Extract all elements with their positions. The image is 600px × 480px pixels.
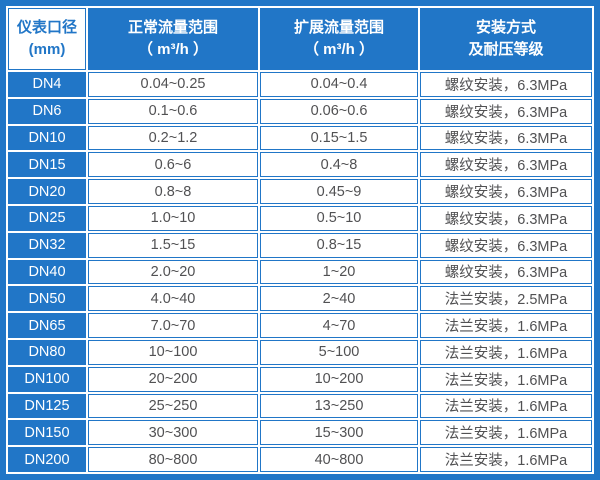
table-row: DN150 30~300 15~300 法兰安装，1.6MPa (8, 420, 592, 446)
cell-install: 法兰安装，1.6MPa (420, 366, 592, 392)
cell-install: 法兰安装，1.6MPa (420, 339, 592, 365)
table-row: DN65 7.0~70 4~70 法兰安装，1.6MPa (8, 313, 592, 338)
table-row: DN32 1.5~15 0.8~15 螺纹安装，6.3MPa (8, 232, 592, 258)
cell-dn: DN40 (8, 259, 86, 285)
table-row: DN25 1.0~10 0.5~10 螺纹安装，6.3MPa (8, 205, 592, 231)
cell-extended-range: 0.8~15 (260, 232, 418, 258)
table-row: DN200 80~800 40~800 法兰安装，1.6MPa (8, 447, 592, 472)
cell-extended-range: 13~250 (260, 393, 418, 419)
flow-spec-table: 仪表口径 (mm) 正常流量范围 （ m³/h ） 扩展流量范围 （ m³/h … (6, 6, 594, 474)
cell-extended-range: 0.5~10 (260, 205, 418, 231)
cell-normal-range: 1.0~10 (88, 205, 258, 231)
cell-install: 螺纹安装，6.3MPa (420, 98, 592, 124)
header-normal-line1: 正常流量范围 (127, 19, 218, 37)
cell-dn: DN32 (8, 232, 86, 258)
cell-normal-range: 0.04~0.25 (88, 72, 258, 97)
cell-install: 法兰安装，1.6MPa (420, 447, 592, 472)
cell-normal-range: 0.8~8 (88, 179, 258, 204)
cell-dn: DN6 (8, 98, 86, 124)
cell-dn: DN50 (8, 286, 86, 312)
cell-install: 法兰安装，1.6MPa (420, 313, 592, 338)
header-extended-line1: 扩展流量范围 (293, 19, 384, 37)
cell-install: 法兰安装，2.5MPa (420, 286, 592, 312)
cell-extended-range: 40~800 (260, 447, 418, 472)
cell-normal-range: 1.5~15 (88, 232, 258, 258)
cell-extended-range: 0.45~9 (260, 179, 418, 204)
cell-install: 法兰安装，1.6MPa (420, 393, 592, 419)
cell-dn: DN25 (8, 205, 86, 231)
header-extended-range: 扩展流量范围 （ m³/h ） (260, 8, 418, 70)
header-extended-line2: （ m³/h ） (304, 41, 374, 58)
header-normal-line2: （ m³/h ） (138, 41, 208, 58)
cell-normal-range: 20~200 (88, 366, 258, 392)
cell-normal-range: 0.2~1.2 (88, 125, 258, 151)
cell-dn: DN20 (8, 179, 86, 204)
header-install-line1: 安装方式 (475, 19, 536, 37)
header-normal-range: 正常流量范围 （ m³/h ） (88, 8, 258, 70)
header-diameter-line1: 仪表口径 (16, 19, 77, 37)
cell-extended-range: 15~300 (260, 420, 418, 446)
cell-normal-range: 30~300 (88, 420, 258, 446)
cell-normal-range: 10~100 (88, 339, 258, 365)
cell-extended-range: 10~200 (260, 366, 418, 392)
cell-normal-range: 0.6~6 (88, 152, 258, 178)
cell-install: 法兰安装，1.6MPa (420, 420, 592, 446)
cell-dn: DN200 (8, 447, 86, 472)
table-row: DN50 4.0~40 2~40 法兰安装，2.5MPa (8, 286, 592, 312)
cell-dn: DN80 (8, 339, 86, 365)
table-row: DN10 0.2~1.2 0.15~1.5 螺纹安装，6.3MPa (8, 125, 592, 151)
table-row: DN20 0.8~8 0.45~9 螺纹安装，6.3MPa (8, 179, 592, 204)
cell-dn: DN65 (8, 313, 86, 338)
cell-dn: DN15 (8, 152, 86, 178)
cell-dn: DN100 (8, 366, 86, 392)
cell-extended-range: 5~100 (260, 339, 418, 365)
cell-install: 螺纹安装，6.3MPa (420, 72, 592, 97)
cell-normal-range: 2.0~20 (88, 259, 258, 285)
cell-dn: DN150 (8, 420, 86, 446)
table-row: DN4 0.04~0.25 0.04~0.4 螺纹安装，6.3MPa (8, 72, 592, 97)
cell-extended-range: 0.4~8 (260, 152, 418, 178)
cell-extended-range: 0.04~0.4 (260, 72, 418, 97)
cell-install: 螺纹安装，6.3MPa (420, 205, 592, 231)
table-row: DN125 25~250 13~250 法兰安装，1.6MPa (8, 393, 592, 419)
header-diameter-line2: (mm) (28, 41, 66, 58)
cell-extended-range: 2~40 (260, 286, 418, 312)
cell-dn: DN4 (8, 72, 86, 97)
cell-dn: DN10 (8, 125, 86, 151)
table-row: DN15 0.6~6 0.4~8 螺纹安装，6.3MPa (8, 152, 592, 178)
table-header-row: 仪表口径 (mm) 正常流量范围 （ m³/h ） 扩展流量范围 （ m³/h … (8, 8, 592, 70)
cell-extended-range: 4~70 (260, 313, 418, 338)
cell-extended-range: 0.15~1.5 (260, 125, 418, 151)
cell-install: 螺纹安装，6.3MPa (420, 152, 592, 178)
cell-extended-range: 0.06~0.6 (260, 98, 418, 124)
cell-normal-range: 25~250 (88, 393, 258, 419)
table-row: DN80 10~100 5~100 法兰安装，1.6MPa (8, 339, 592, 365)
cell-dn: DN125 (8, 393, 86, 419)
table-row: DN40 2.0~20 1~20 螺纹安装，6.3MPa (8, 259, 592, 285)
cell-install: 螺纹安装，6.3MPa (420, 179, 592, 204)
cell-install: 螺纹安装，6.3MPa (420, 232, 592, 258)
cell-extended-range: 1~20 (260, 259, 418, 285)
cell-normal-range: 0.1~0.6 (88, 98, 258, 124)
cell-install: 螺纹安装，6.3MPa (420, 259, 592, 285)
header-install: 安装方式 及耐压等级 (420, 8, 592, 70)
cell-normal-range: 7.0~70 (88, 313, 258, 338)
cell-normal-range: 80~800 (88, 447, 258, 472)
header-diameter: 仪表口径 (mm) (8, 8, 86, 70)
header-install-line2: 及耐压等级 (468, 41, 544, 58)
table-row: DN6 0.1~0.6 0.06~0.6 螺纹安装，6.3MPa (8, 98, 592, 124)
table-row: DN100 20~200 10~200 法兰安装，1.6MPa (8, 366, 592, 392)
cell-normal-range: 4.0~40 (88, 286, 258, 312)
cell-install: 螺纹安装，6.3MPa (420, 125, 592, 151)
